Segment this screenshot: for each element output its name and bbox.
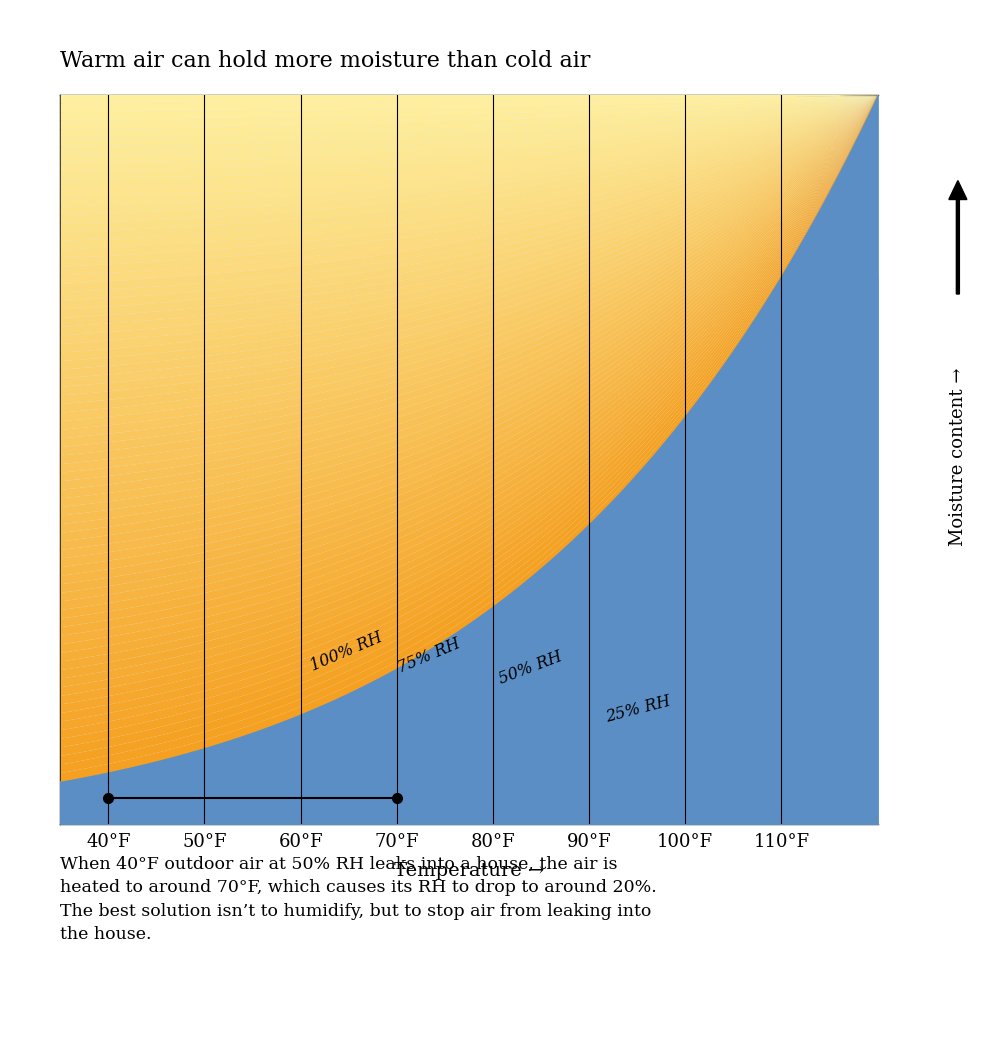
Text: Warm air can hold more moisture than cold air: Warm air can hold more moisture than col… (60, 50, 590, 72)
Text: When 40°F outdoor air at 50% RH leaks into a house, the air is
heated to around : When 40°F outdoor air at 50% RH leaks in… (60, 856, 656, 943)
Text: 100% RH: 100% RH (308, 629, 385, 675)
Text: 50% RH: 50% RH (496, 648, 564, 688)
Text: 25% RH: 25% RH (603, 693, 672, 726)
X-axis label: Temperature →: Temperature → (394, 862, 543, 880)
Text: 75% RH: 75% RH (395, 635, 463, 677)
Text: Moisture content →: Moisture content → (948, 368, 966, 546)
